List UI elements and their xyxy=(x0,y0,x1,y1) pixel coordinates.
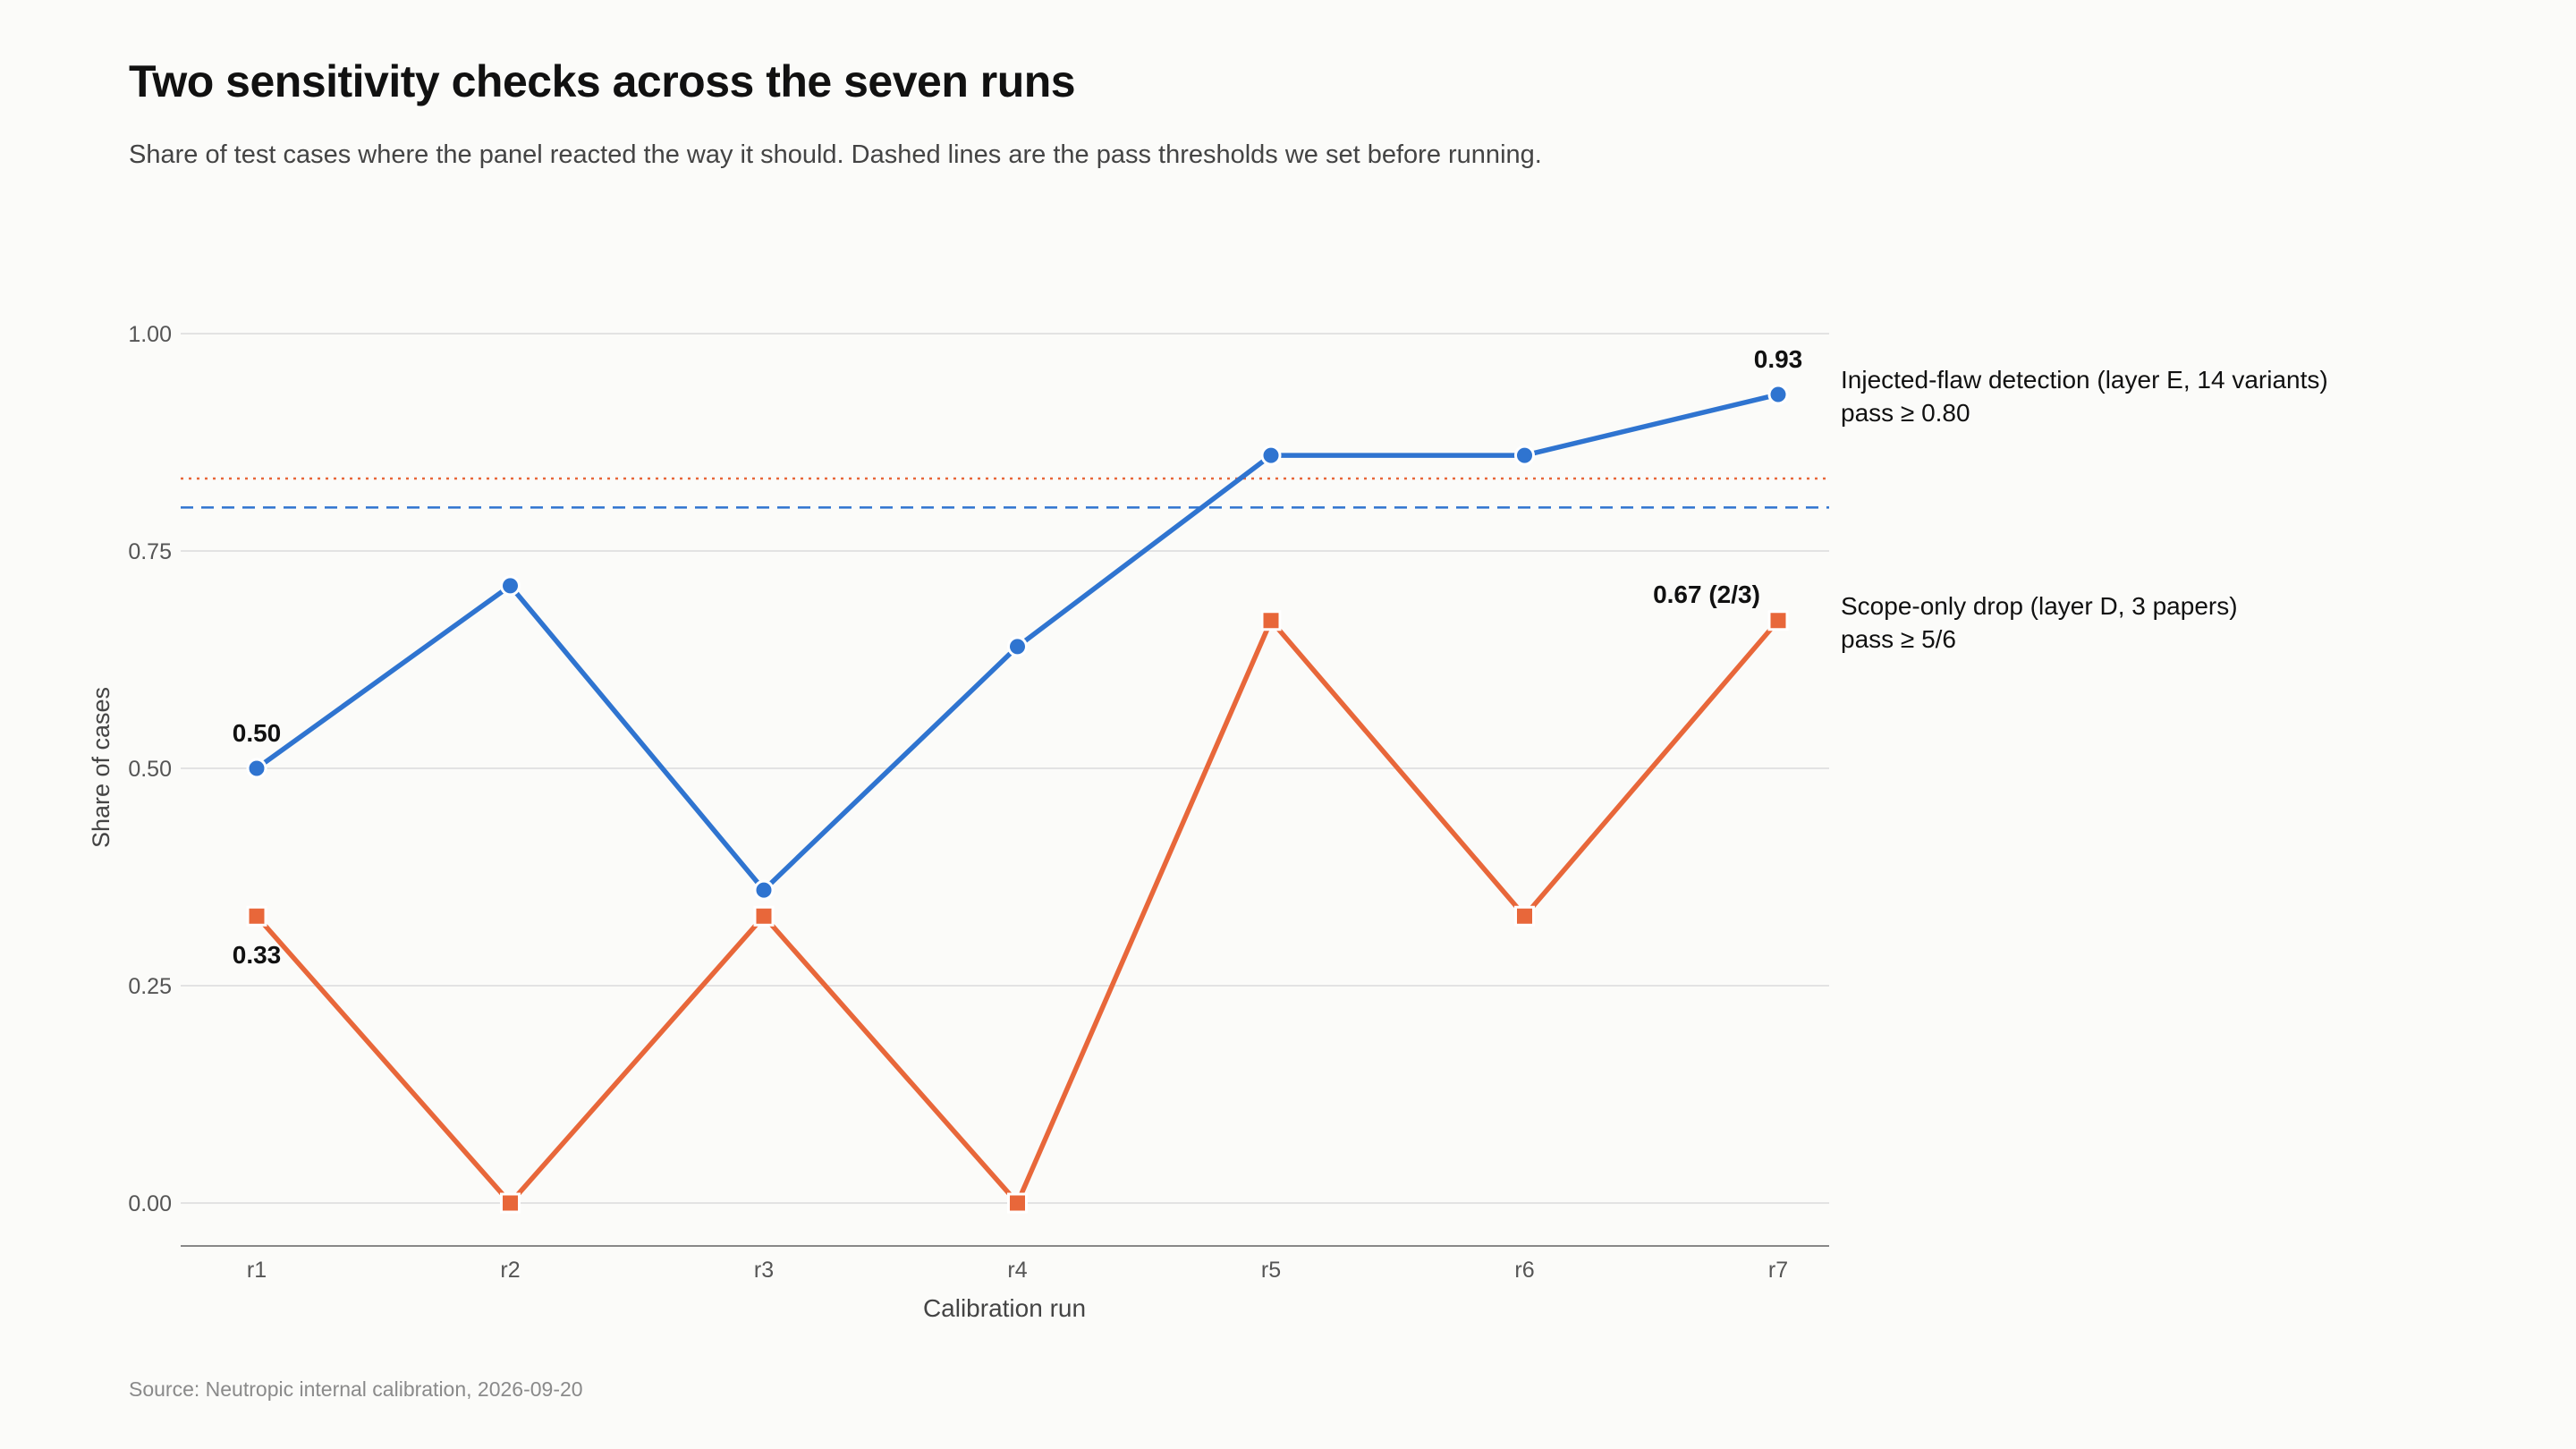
y-tick-label: 0.50 xyxy=(128,757,172,782)
data-point xyxy=(500,1192,521,1214)
axes: 0.00 0.25 0.50 0.75 1.00 r1 r2 r3 r4 r5 r6 r7 Calibr… xyxy=(88,322,1829,1322)
x-tick-label: r3 xyxy=(754,1258,774,1283)
data-label: 0.33 xyxy=(233,941,282,969)
data-point xyxy=(1767,384,1789,405)
series-line-2 xyxy=(254,618,1781,1206)
threshold-lines xyxy=(181,477,1829,509)
source-note: Source: Neutropic internal calibration, … xyxy=(129,1377,583,1401)
data-point xyxy=(500,575,521,597)
x-axis-title: Calibration run xyxy=(923,1294,1086,1322)
series-legend-label: Scope-only drop (layer D, 3 papers) xyxy=(1841,592,2238,620)
x-tick-label: r2 xyxy=(500,1258,520,1283)
data-point xyxy=(246,905,267,927)
data-point xyxy=(1007,1192,1028,1214)
y-tick-label: 1.00 xyxy=(128,322,172,347)
threshold-legend-label: pass ≥ 5/6 xyxy=(1841,625,1956,653)
data-point xyxy=(1260,610,1282,631)
chart-title: Two sensitivity checks across the seven … xyxy=(129,56,1076,106)
y-axis-title: Share of cases xyxy=(88,687,114,848)
x-tick-label: r4 xyxy=(1007,1258,1027,1283)
data-point xyxy=(1260,445,1282,466)
data-point xyxy=(753,905,775,927)
data-point xyxy=(753,879,775,901)
data-point xyxy=(246,758,267,779)
data-label: 0.67 (2/3) xyxy=(1653,580,1760,608)
data-point xyxy=(1514,905,1535,927)
data-labels: 0.50 0.93 0.33 0.67 (2/3) xyxy=(233,345,1803,969)
x-tick-label: r7 xyxy=(1768,1258,1788,1283)
x-tick-label: r1 xyxy=(247,1258,267,1283)
data-point xyxy=(1007,636,1028,657)
threshold-legend-label: pass ≥ 0.80 xyxy=(1841,399,1970,427)
gridlines xyxy=(181,333,1829,1204)
data-label: 0.93 xyxy=(1754,345,1803,373)
direct-legend: Injected-flaw detection (layer E, 14 var… xyxy=(1841,366,2328,653)
data-point xyxy=(1767,610,1789,631)
series-legend-label: Injected-flaw detection (layer E, 14 var… xyxy=(1841,366,2328,394)
data-point xyxy=(1514,445,1535,466)
y-tick-label: 0.00 xyxy=(128,1191,172,1216)
x-tick-label: r6 xyxy=(1514,1258,1534,1283)
x-tick-label: r5 xyxy=(1261,1258,1281,1283)
data-label: 0.50 xyxy=(233,719,282,747)
chart-subtitle: Share of test cases where the panel reac… xyxy=(129,140,1542,169)
series xyxy=(246,384,1789,1214)
y-tick-label: 0.75 xyxy=(128,539,172,564)
y-tick-label: 0.25 xyxy=(128,974,172,999)
